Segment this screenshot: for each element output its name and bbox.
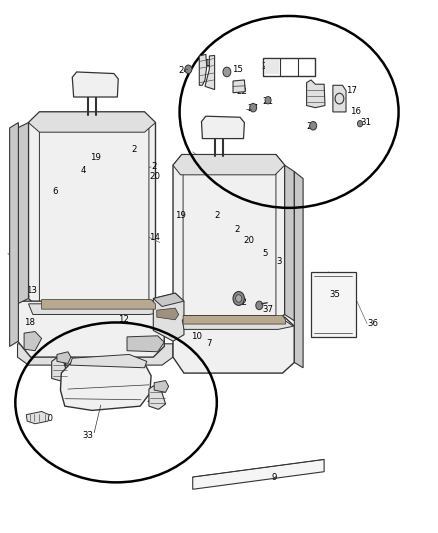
Polygon shape	[183, 316, 286, 324]
Text: 7: 7	[206, 340, 212, 348]
Circle shape	[236, 295, 242, 302]
Circle shape	[233, 292, 244, 305]
Polygon shape	[294, 172, 303, 368]
Text: 8: 8	[21, 222, 27, 231]
Text: 17: 17	[346, 86, 357, 95]
Text: 4: 4	[81, 166, 87, 175]
Polygon shape	[60, 357, 151, 410]
Polygon shape	[183, 160, 276, 317]
Polygon shape	[154, 381, 169, 392]
Text: 2: 2	[215, 212, 220, 220]
Text: 24: 24	[178, 67, 189, 75]
Polygon shape	[42, 300, 155, 309]
Text: 33: 33	[82, 431, 93, 440]
Polygon shape	[285, 165, 294, 321]
Polygon shape	[173, 155, 285, 322]
Text: 2: 2	[151, 163, 157, 171]
Polygon shape	[311, 272, 356, 337]
Text: 15: 15	[232, 65, 243, 74]
Text: 23: 23	[311, 92, 322, 100]
Polygon shape	[333, 85, 346, 112]
Circle shape	[185, 65, 192, 74]
Polygon shape	[173, 317, 294, 373]
Text: 3: 3	[276, 257, 282, 265]
Polygon shape	[265, 60, 279, 74]
Circle shape	[223, 67, 231, 77]
Text: 26: 26	[261, 62, 272, 71]
Polygon shape	[18, 123, 28, 304]
Polygon shape	[39, 115, 149, 304]
Polygon shape	[157, 308, 179, 320]
Text: 13: 13	[26, 286, 37, 295]
Text: 10: 10	[191, 333, 201, 341]
Polygon shape	[72, 72, 118, 97]
Text: 2: 2	[234, 225, 240, 233]
Text: 1: 1	[208, 158, 214, 167]
Polygon shape	[57, 352, 71, 364]
Text: 5: 5	[263, 249, 268, 257]
Text: 21: 21	[263, 97, 274, 106]
Polygon shape	[28, 112, 155, 309]
Text: 25: 25	[307, 123, 318, 131]
Polygon shape	[10, 123, 18, 346]
Text: 2: 2	[131, 145, 137, 154]
Polygon shape	[153, 293, 184, 341]
Polygon shape	[182, 320, 293, 329]
Text: 35: 35	[329, 290, 340, 298]
Text: 18: 18	[24, 318, 35, 327]
Polygon shape	[28, 304, 164, 314]
Circle shape	[310, 122, 317, 130]
Text: 20: 20	[243, 237, 254, 245]
Polygon shape	[28, 112, 155, 132]
Text: 34: 34	[104, 379, 115, 388]
Polygon shape	[307, 80, 325, 108]
Text: 36: 36	[367, 319, 378, 328]
Text: 31: 31	[360, 118, 371, 127]
Circle shape	[256, 301, 263, 310]
Text: 16: 16	[350, 108, 361, 116]
Polygon shape	[153, 293, 184, 306]
Circle shape	[250, 103, 257, 112]
Text: 37: 37	[263, 305, 274, 313]
Text: 14: 14	[149, 233, 160, 241]
Polygon shape	[127, 336, 164, 352]
Text: 12: 12	[118, 316, 129, 324]
Polygon shape	[24, 332, 42, 351]
Polygon shape	[201, 116, 244, 139]
Text: 20: 20	[149, 173, 160, 181]
Polygon shape	[199, 54, 207, 85]
Polygon shape	[26, 411, 49, 424]
Text: 6: 6	[53, 188, 58, 196]
Polygon shape	[205, 55, 215, 90]
Text: 27: 27	[247, 104, 258, 113]
Text: 16: 16	[204, 60, 215, 68]
Text: 30: 30	[42, 415, 53, 423]
Polygon shape	[18, 344, 173, 365]
Circle shape	[357, 120, 363, 127]
Polygon shape	[173, 155, 285, 175]
Polygon shape	[52, 358, 68, 381]
Text: 19: 19	[90, 153, 101, 161]
Text: 29: 29	[147, 395, 158, 404]
Polygon shape	[149, 386, 166, 409]
Polygon shape	[18, 301, 164, 357]
Polygon shape	[193, 459, 324, 489]
Polygon shape	[233, 80, 245, 93]
Text: 19: 19	[175, 212, 186, 220]
Text: 32: 32	[237, 298, 247, 307]
Text: 9: 9	[272, 473, 277, 481]
Circle shape	[265, 96, 271, 104]
Text: 11: 11	[8, 249, 19, 257]
Polygon shape	[70, 354, 147, 368]
Text: 28: 28	[56, 364, 67, 372]
Text: 22: 22	[237, 87, 247, 96]
